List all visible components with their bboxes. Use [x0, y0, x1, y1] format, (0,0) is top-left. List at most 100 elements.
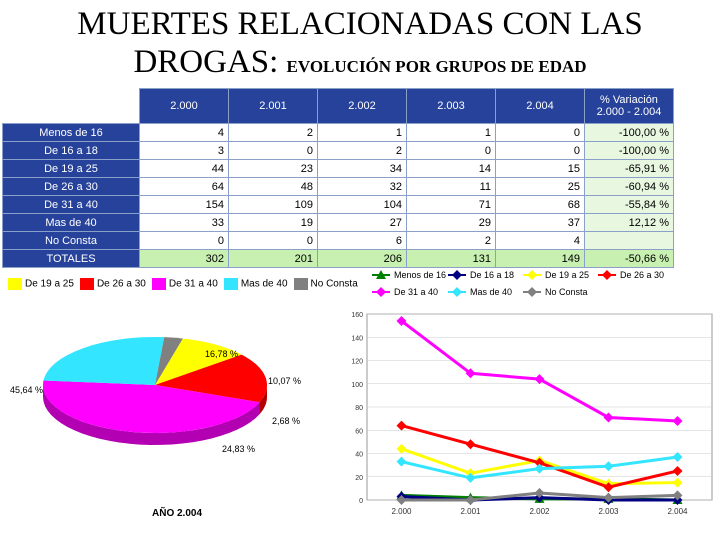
data-point	[603, 482, 614, 493]
table-row: TOTALES 302 201 206 131 149 -50,66 %	[2, 249, 674, 268]
row-label: De 16 a 18	[2, 141, 140, 160]
y-tick-label: 0	[359, 498, 363, 505]
data-point	[465, 368, 476, 379]
pie-slice-label: 10,07 %	[268, 376, 301, 386]
title-subtitle: EVOLUCIÓN POR GRUPOS DE EDAD	[286, 57, 587, 76]
table-corner	[2, 88, 140, 124]
deaths-table: 2.000 2.001 2.002 2.003 2.004 % Variació…	[2, 88, 674, 268]
legend-text: De 19 a 25	[25, 278, 74, 290]
legend-label: De 26 a 30	[620, 270, 664, 280]
legend-marker	[602, 270, 612, 280]
row-label: De 26 a 30	[2, 177, 140, 196]
table-cell: 0	[406, 141, 496, 160]
table-cell: 302	[139, 249, 229, 268]
table-row: Menos de 16 4 2 1 1 0 -100,00 %	[2, 123, 674, 142]
y-tick-label: 120	[351, 359, 363, 366]
table-cell: 64	[139, 177, 229, 196]
data-point	[672, 477, 683, 488]
legend-marker	[376, 287, 386, 297]
x-tick-label: 2.003	[598, 507, 619, 516]
data-point	[396, 420, 407, 431]
pie-slice	[155, 354, 267, 403]
table-cell: 4	[139, 123, 229, 142]
data-point	[396, 456, 407, 467]
table-cell: 0	[228, 141, 318, 160]
table-cell: 71	[406, 195, 496, 214]
y-tick-label: 20	[355, 475, 363, 482]
pie-slice-label: 24,83 %	[222, 444, 255, 454]
table-cell: 0	[228, 231, 318, 250]
x-tick-label: 2.001	[460, 507, 481, 516]
table-cell: 2	[228, 123, 318, 142]
col-header-variation: % Variación 2.000 - 2.004	[584, 88, 674, 124]
legend-label: De 16 a 18	[470, 270, 514, 280]
pie-slice-label: 45,64 %	[10, 385, 43, 395]
y-tick-label: 140	[351, 335, 363, 342]
data-point	[672, 415, 683, 426]
variation-cell: -60,94 %	[584, 177, 674, 196]
x-tick-label: 2.000	[391, 507, 412, 516]
variation-cell: -55,84 %	[584, 195, 674, 214]
pie-slice	[43, 337, 165, 385]
variation-header-2: 2.000 - 2.004	[596, 106, 662, 118]
legend-marker	[452, 270, 462, 280]
table-cell: 1	[406, 123, 496, 142]
table-cell: 3	[139, 141, 229, 160]
legend-marker	[376, 270, 386, 279]
data-point	[603, 412, 614, 423]
pie-slice-label: 2,68 %	[272, 416, 300, 426]
table-cell: 154	[139, 195, 229, 214]
table-cell: 206	[317, 249, 407, 268]
col-header-2001: 2.001	[228, 88, 318, 124]
table-cell: 27	[317, 213, 407, 232]
col-header-2003: 2.003	[406, 88, 496, 124]
legend-swatch	[8, 278, 22, 290]
row-label: De 31 a 40	[2, 195, 140, 214]
pie-year-label: AÑO 2.004	[152, 508, 203, 519]
pie-legend-item: De 19 a 25	[8, 278, 74, 290]
legend-label: Mas de 40	[470, 287, 512, 297]
row-label: No Consta	[2, 231, 140, 250]
table-cell: 6	[317, 231, 407, 250]
table-row: No Consta 0 0 6 2 4	[2, 231, 674, 250]
pie-legend-item: No Consta	[293, 278, 358, 290]
page-title-line2: DROGAS: EVOLUCIÓN POR GRUPOS DE EDAD	[0, 44, 720, 85]
table-cell: 33	[139, 213, 229, 232]
pie-legend: De 19 a 25 De 26 a 30 De 31 a 40 Mas de 40 N…	[8, 278, 358, 290]
legend-text: De 31 a 40	[168, 278, 218, 290]
y-tick-label: 160	[351, 312, 363, 319]
legend-text: Mas de 40	[240, 278, 288, 290]
y-tick-label: 40	[355, 452, 363, 459]
table-cell: 1	[317, 123, 407, 142]
pie-slice	[155, 337, 183, 385]
legend-swatch	[151, 278, 166, 290]
data-point	[672, 465, 683, 476]
data-point	[534, 374, 545, 385]
legend-label: De 31 a 40	[394, 287, 438, 297]
legend-label: No Consta	[545, 287, 588, 297]
table-cell: 131	[406, 249, 496, 268]
table-cell: 14	[406, 159, 496, 178]
y-tick-label: 60	[355, 428, 363, 435]
pie-slice	[42, 380, 260, 434]
row-label: TOTALES	[2, 249, 140, 268]
row-label: De 19 a 25	[2, 159, 140, 178]
legend-marker	[527, 270, 537, 280]
table-cell: 2	[317, 141, 407, 160]
table-cell: 2	[406, 231, 496, 250]
row-label: Menos de 16	[2, 123, 140, 142]
table-row: De 26 a 30 64 48 32 11 25 -60,94 %	[2, 177, 674, 196]
pie-legend-item: Mas de 40	[223, 278, 288, 290]
pie-legend-item: De 26 a 30	[79, 278, 146, 290]
legend-text: No Consta	[310, 278, 358, 290]
pie-slice-side	[259, 385, 267, 415]
legend-marker	[452, 287, 462, 297]
x-tick-label: 2.002	[529, 507, 550, 516]
data-point	[396, 315, 407, 326]
data-point	[465, 495, 476, 505]
legend-swatch	[293, 278, 308, 290]
x-tick-label: 2.004	[667, 507, 688, 516]
data-point	[672, 451, 683, 462]
col-header-2000: 2.000	[139, 88, 229, 124]
